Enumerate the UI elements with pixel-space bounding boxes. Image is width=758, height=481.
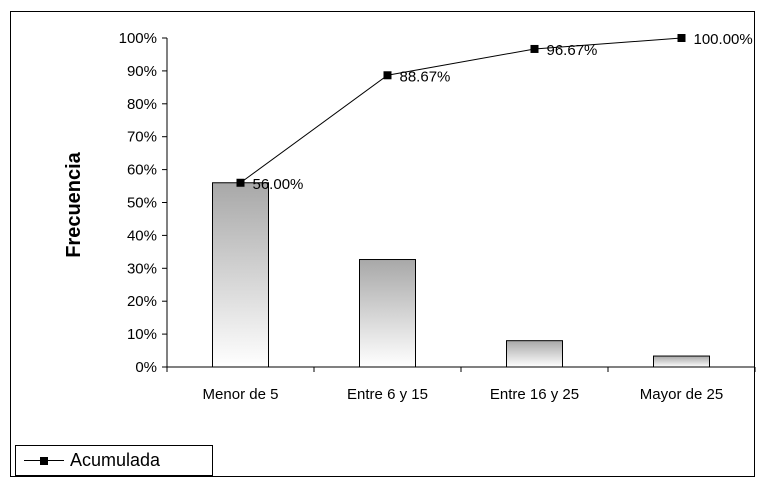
y-tick-label: 60% xyxy=(127,162,157,179)
legend-line-marker-icon xyxy=(24,453,64,469)
data-label: 88.67% xyxy=(400,68,451,85)
line-point-marker xyxy=(530,44,539,53)
line-point-marker xyxy=(677,34,686,42)
y-tick-label: 100% xyxy=(119,30,157,47)
bar xyxy=(506,340,563,368)
x-tick-label: Mayor de 25 xyxy=(640,386,723,403)
y-tick-label: 50% xyxy=(127,195,157,212)
x-tick-label: Entre 16 y 25 xyxy=(490,386,579,403)
data-label: 96.67% xyxy=(547,42,598,59)
bar xyxy=(212,182,269,368)
y-axis-title: Frecuencia xyxy=(63,151,85,257)
y-tick-label: 20% xyxy=(127,293,157,310)
y-tick-label: 80% xyxy=(127,96,157,113)
legend: Acumulada xyxy=(15,445,213,476)
bar xyxy=(359,259,416,368)
line-point-marker xyxy=(236,178,245,187)
legend-label: Acumulada xyxy=(70,450,161,470)
y-tick-label: 70% xyxy=(127,129,157,146)
y-tick-label: 30% xyxy=(127,260,157,277)
y-tick-label: 90% xyxy=(127,63,157,80)
x-tick-label: Entre 6 y 15 xyxy=(347,386,428,403)
line-point-marker xyxy=(383,71,392,80)
chart-frame xyxy=(10,11,755,477)
x-tick-label: Menor de 5 xyxy=(203,386,279,403)
data-label: 56.00% xyxy=(253,176,304,193)
y-tick-label: 40% xyxy=(127,227,157,244)
y-tick-label: 10% xyxy=(127,326,157,343)
data-label: 100.00% xyxy=(694,31,753,48)
y-tick-label: 0% xyxy=(135,359,157,376)
cumulative-line xyxy=(240,37,682,184)
bar xyxy=(653,355,710,368)
